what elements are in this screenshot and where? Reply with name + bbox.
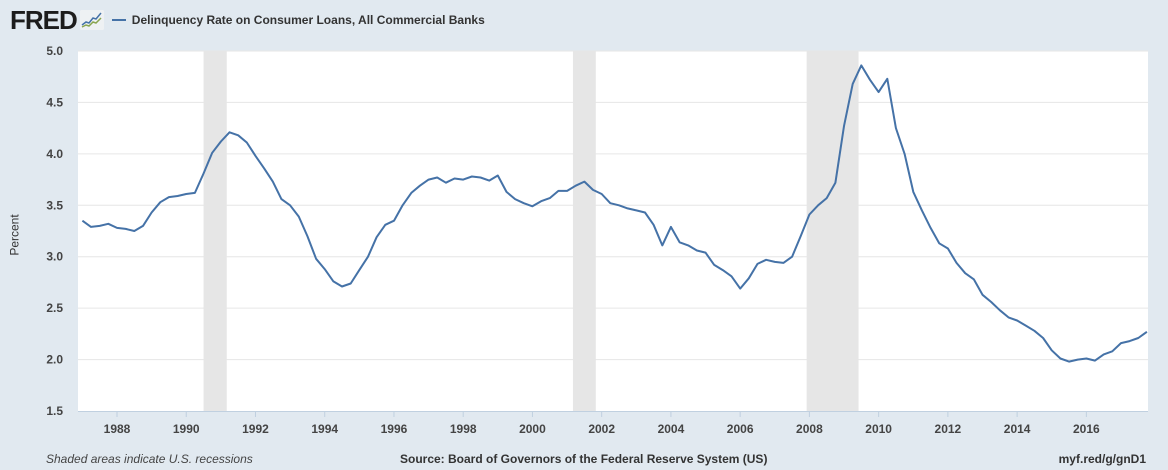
x-tick-label: 1994 (311, 422, 338, 436)
fred-logo[interactable]: FRED (10, 5, 78, 35)
x-tick-label: 2010 (865, 422, 892, 436)
x-tick-label: 1990 (173, 422, 200, 436)
chart-header: FRED Delinquency Rate on Consumer Loans,… (10, 6, 485, 34)
x-tick-label: 1988 (104, 422, 131, 436)
y-tick-label: 5.0 (46, 44, 63, 58)
recession-note: Shaded areas indicate U.S. recessions (46, 452, 253, 466)
x-tick-label: 2008 (796, 422, 823, 436)
y-tick-label: 4.5 (46, 95, 63, 109)
source-note: Source: Board of Governors of the Federa… (400, 452, 768, 466)
plot-area (78, 51, 1148, 411)
x-tick-label: 2014 (1004, 422, 1031, 436)
x-tick-label: 2016 (1073, 422, 1100, 436)
x-tick-label: 1998 (450, 422, 477, 436)
x-tick-label: 2000 (519, 422, 546, 436)
x-tick-label: 2004 (658, 422, 685, 436)
short-url-link[interactable]: myf.red/g/gnD1 (1058, 452, 1146, 466)
y-tick-label: 1.5 (46, 404, 63, 418)
legend-series-title[interactable]: Delinquency Rate on Consumer Loans, All … (131, 13, 485, 27)
x-tick-label: 1996 (381, 422, 408, 436)
y-tick-label: 3.5 (46, 198, 63, 212)
x-tick-label: 2012 (935, 422, 962, 436)
y-tick-label: 2.0 (46, 353, 63, 367)
y-tick-label: 2.5 (46, 301, 63, 315)
x-tick-label: 1992 (242, 422, 269, 436)
line-graph-icon (79, 10, 104, 30)
y-tick-label: 3.0 (46, 250, 63, 264)
recession-band (203, 51, 227, 411)
legend-swatch (111, 19, 126, 21)
y-tick-label: 4.0 (46, 147, 63, 161)
recession-band (806, 51, 859, 411)
x-tick-label: 2002 (588, 422, 615, 436)
series-line[interactable] (81, 64, 1148, 363)
x-tick-label: 2006 (727, 422, 754, 436)
recession-band (572, 51, 596, 411)
